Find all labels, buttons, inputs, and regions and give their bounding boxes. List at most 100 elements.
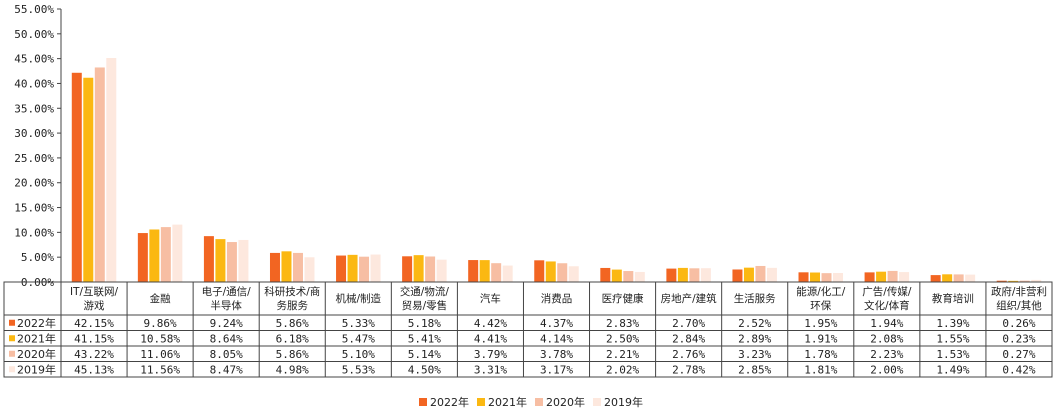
bar-1-2 bbox=[137, 233, 148, 282]
data-table-value: 2.83% bbox=[606, 317, 639, 330]
bar-1-1 bbox=[71, 72, 82, 282]
y-tick-label: 20.00% bbox=[14, 177, 54, 190]
category-label: 汽车 bbox=[480, 292, 501, 305]
bar-4-3 bbox=[238, 239, 249, 282]
data-table-value: 0.23% bbox=[1002, 332, 1035, 345]
category-label: 机械/制造 bbox=[336, 292, 382, 305]
bar-2-12 bbox=[810, 272, 821, 282]
data-table-value: 43.22% bbox=[74, 348, 114, 361]
y-tick-label: 50.00% bbox=[14, 28, 54, 41]
bar-4-6 bbox=[436, 259, 447, 282]
data-table-value: 1.81% bbox=[804, 363, 837, 376]
bar-3-12 bbox=[821, 273, 832, 282]
bar-4-7 bbox=[502, 265, 513, 282]
category-label: 金融 bbox=[150, 292, 171, 305]
data-table-value: 3.79% bbox=[474, 348, 507, 361]
data-table-value: 11.56% bbox=[140, 363, 180, 376]
data-table-value: 0.27% bbox=[1002, 348, 1035, 361]
bar-3-14 bbox=[953, 274, 964, 282]
legend-key bbox=[419, 398, 427, 406]
data-table-value: 1.94% bbox=[870, 317, 903, 330]
y-tick-label: 15.00% bbox=[14, 202, 54, 215]
data-table-value: 5.86% bbox=[276, 348, 309, 361]
category-label: 房地产/建筑 bbox=[661, 292, 718, 305]
y-tick-label: 40.00% bbox=[14, 77, 54, 90]
data-table-value: 0.42% bbox=[1002, 363, 1035, 376]
bar-4-9 bbox=[634, 271, 645, 282]
data-table-value: 1.53% bbox=[936, 348, 969, 361]
data-table-value: 3.31% bbox=[474, 363, 507, 376]
y-tick-label: 25.00% bbox=[14, 152, 54, 165]
data-table-value: 2.23% bbox=[870, 348, 903, 361]
data-table-value: 9.24% bbox=[210, 317, 243, 330]
data-table-value: 5.47% bbox=[342, 332, 375, 345]
bar-2-13 bbox=[876, 271, 887, 282]
data-table-value: 2.70% bbox=[672, 317, 705, 330]
bar-1-12 bbox=[798, 272, 809, 282]
category-label: 政府/非营利 bbox=[991, 285, 1047, 298]
bar-3-3 bbox=[226, 242, 237, 282]
data-table-value: 5.14% bbox=[408, 348, 441, 361]
bar-2-9 bbox=[611, 269, 622, 282]
bar-1-15 bbox=[996, 280, 1007, 282]
bar-1-5 bbox=[336, 255, 347, 282]
data-table-value: 8.64% bbox=[210, 332, 243, 345]
y-tick-label: 10.00% bbox=[14, 226, 54, 239]
table-legend-key bbox=[9, 335, 15, 342]
bar-4-4 bbox=[304, 257, 315, 282]
bar-1-11 bbox=[732, 269, 743, 282]
data-table-value: 5.33% bbox=[342, 317, 375, 330]
bar-4-14 bbox=[965, 274, 976, 282]
data-table-value: 2.50% bbox=[606, 332, 639, 345]
category-label: 能源/化工/ bbox=[796, 285, 846, 298]
bar-2-7 bbox=[479, 260, 490, 282]
data-table-value: 45.13% bbox=[74, 363, 114, 376]
data-table-value: 4.98% bbox=[276, 363, 309, 376]
bar-4-12 bbox=[833, 273, 844, 282]
bar-3-8 bbox=[557, 263, 568, 282]
bar-2-14 bbox=[942, 274, 953, 282]
bar-1-9 bbox=[600, 267, 611, 282]
category-label: 科研技术/商 bbox=[264, 285, 320, 298]
data-table-value: 4.50% bbox=[408, 363, 441, 376]
bar-4-1 bbox=[106, 57, 117, 283]
data-table-value: 42.15% bbox=[74, 317, 114, 330]
legend-key bbox=[535, 398, 543, 406]
legend-key bbox=[593, 398, 601, 406]
data-table-value: 1.55% bbox=[936, 332, 969, 345]
category-label: 交通/物流/ bbox=[400, 285, 450, 298]
bar-3-6 bbox=[425, 256, 436, 282]
category-label: 广告/传媒/ bbox=[862, 285, 912, 298]
category-label: 组织/其他 bbox=[996, 299, 1042, 312]
bar-4-11 bbox=[766, 267, 777, 282]
category-label: 医疗健康 bbox=[602, 292, 644, 305]
category-label: 电子/通信/ bbox=[202, 285, 252, 298]
bar-1-10 bbox=[666, 268, 677, 282]
category-label: 贸易/零售 bbox=[402, 299, 448, 312]
bar-2-6 bbox=[413, 255, 424, 282]
bar-2-1 bbox=[83, 77, 94, 282]
data-table-value: 2.84% bbox=[672, 332, 705, 345]
data-table-value: 2.76% bbox=[672, 348, 705, 361]
data-table-value: 3.23% bbox=[738, 348, 771, 361]
category-label: IT/互联网/ bbox=[70, 286, 119, 298]
data-table-value: 2.85% bbox=[738, 363, 771, 376]
table-legend-key bbox=[9, 319, 15, 326]
table-legend-key bbox=[9, 350, 15, 357]
legend-label: 2020年 bbox=[546, 395, 585, 409]
data-table-value: 1.49% bbox=[936, 363, 969, 376]
data-table-value: 6.18% bbox=[276, 332, 309, 345]
data-table-value: 4.37% bbox=[540, 317, 573, 330]
bar-1-14 bbox=[930, 275, 941, 282]
category-label: 半导体 bbox=[210, 299, 242, 312]
data-table-value: 11.06% bbox=[140, 348, 180, 361]
bar-3-7 bbox=[491, 263, 502, 282]
bar-3-5 bbox=[359, 256, 370, 282]
category-label: 教育培训 bbox=[932, 292, 974, 305]
bar-1-7 bbox=[468, 260, 479, 282]
bar-3-11 bbox=[755, 265, 766, 282]
data-table-value: 1.91% bbox=[804, 332, 837, 345]
bar-4-15 bbox=[1031, 279, 1042, 282]
y-tick-label: 45.00% bbox=[14, 53, 54, 66]
bar-3-15 bbox=[1019, 280, 1030, 282]
